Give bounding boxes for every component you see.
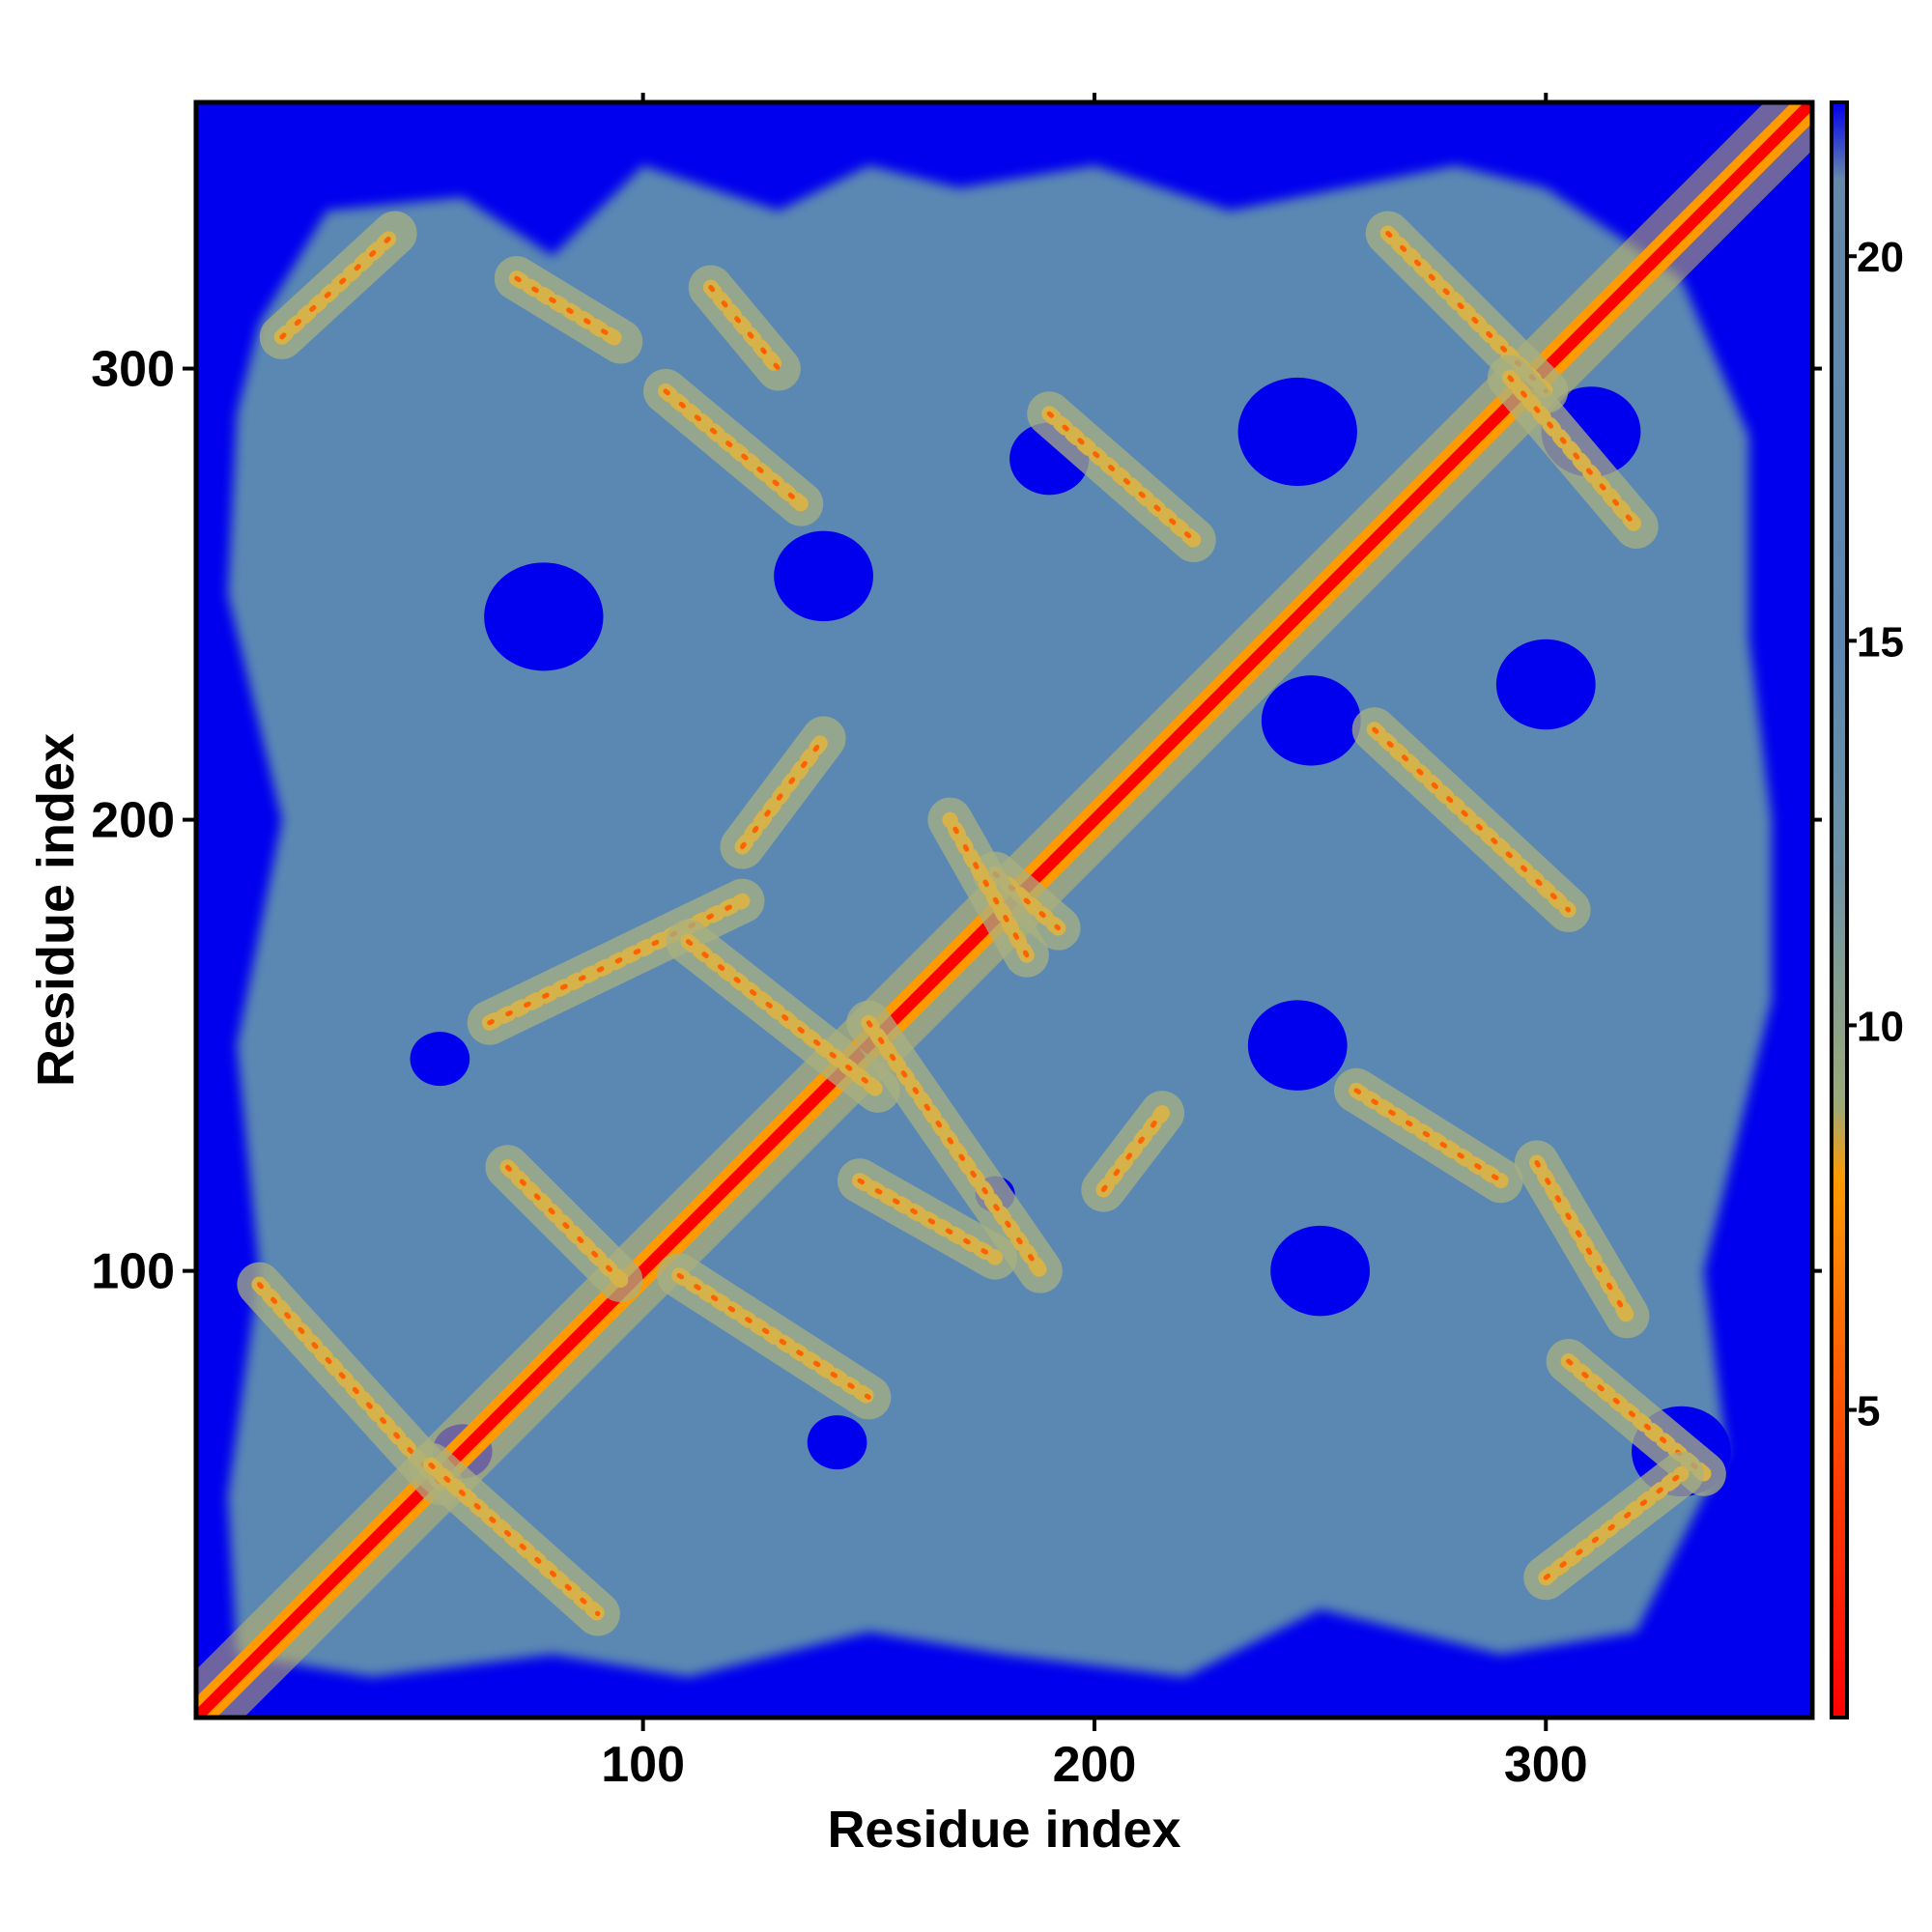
colorbar-ticks: 5 10 15 20 xyxy=(1847,234,1904,1435)
contact-segment-12 xyxy=(259,211,417,359)
top-axis-ticks xyxy=(640,93,1548,102)
colorbar-frame xyxy=(1830,100,1849,1719)
contact-segment-8 xyxy=(846,1000,1063,1293)
heatmap xyxy=(196,102,1812,1718)
colorbar: 5 10 15 20 xyxy=(1830,100,1904,1719)
y-tick-label-100: 100 xyxy=(91,1244,175,1300)
x-tick-label-300: 300 xyxy=(1504,1737,1588,1793)
y-axis: 100 200 300 xyxy=(91,342,196,1300)
contact-segment-4 xyxy=(657,1253,892,1420)
contact-hole-5 xyxy=(1261,675,1361,766)
colorbar-tick-label-15: 15 xyxy=(1857,618,1904,666)
contact-hole-11 xyxy=(1270,1225,1371,1317)
contact-segment-3 xyxy=(467,878,765,1045)
contact-segment-0 xyxy=(237,1262,463,1506)
right-axis-ticks xyxy=(1812,366,1822,1273)
contact-hole-6 xyxy=(1237,377,1357,487)
contact-segment-23 xyxy=(1523,1451,1704,1601)
colorbar-tick-label-5: 5 xyxy=(1857,1388,1880,1435)
contact-segment-7 xyxy=(837,1158,1018,1280)
x-tick-label-100: 100 xyxy=(601,1737,685,1793)
contact-segment-14 xyxy=(643,368,824,526)
colorbar-tick-label-20: 20 xyxy=(1857,234,1904,281)
contact-segment-10 xyxy=(927,797,1049,978)
contact-segment-19 xyxy=(1351,707,1591,932)
contact-segment-6 xyxy=(720,716,846,869)
y-axis-label: Residue index xyxy=(27,733,85,1087)
contact-segment-5 xyxy=(666,919,900,1113)
contact-segment-18 xyxy=(1487,355,1659,550)
contact-segment-1 xyxy=(409,1442,620,1636)
contact-hole-3 xyxy=(807,1415,867,1470)
contact-segment-21 xyxy=(1514,1140,1650,1339)
colorbar-tick-label-10: 10 xyxy=(1857,1003,1904,1050)
contact-segment-15 xyxy=(688,265,801,391)
contact-hole-9 xyxy=(1247,1000,1348,1091)
contact-hole-0 xyxy=(484,562,604,671)
contact-hole-2 xyxy=(410,1032,470,1087)
x-tick-label-200: 200 xyxy=(1053,1737,1137,1793)
colorbar-gradient xyxy=(1832,102,1847,1718)
x-axis-label: Residue index xyxy=(827,1801,1180,1859)
contact-hole-8 xyxy=(1495,639,1596,730)
contact-segment-16 xyxy=(1027,391,1216,563)
contact-segment-2 xyxy=(485,1145,643,1302)
x-axis: 100 200 300 xyxy=(601,1718,1588,1793)
y-tick-label-300: 300 xyxy=(91,342,175,398)
y-tick-label-200: 200 xyxy=(91,793,175,849)
contact-segment-11 xyxy=(1081,1091,1185,1212)
contact-segment-13 xyxy=(494,256,643,364)
plot-frame xyxy=(193,99,1815,1720)
contact-hole-1 xyxy=(774,530,873,622)
contact-segment-20 xyxy=(1334,1067,1523,1204)
